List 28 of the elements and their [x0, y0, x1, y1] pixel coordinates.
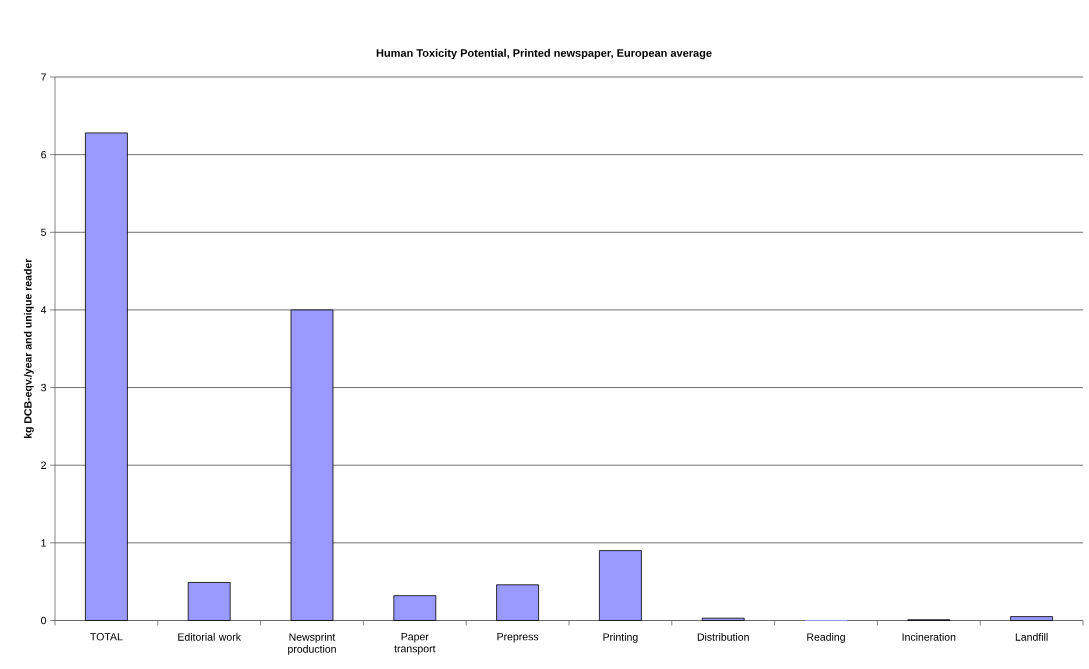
x-tick-label: Prepress: [497, 633, 539, 643]
bar: [187, 582, 231, 621]
bar: [393, 595, 437, 621]
y-tick-label: 1: [41, 539, 46, 547]
bar: [496, 584, 539, 621]
x-tick-label: TOTAL: [90, 633, 123, 641]
x-tick-label: Incineration: [902, 633, 956, 641]
bar: [1010, 616, 1053, 621]
bar: [701, 617, 745, 621]
x-tick-label: Reading: [807, 633, 845, 643]
x-tick-label: Landfill: [1015, 633, 1048, 641]
chart-title: Human Toxicity Potential, Printed newspaper, European average: [376, 48, 712, 60]
y-tick-label: 2: [41, 461, 46, 469]
x-tick-label: Distribution: [697, 633, 749, 641]
y-tick-label: 3: [41, 383, 47, 392]
x-tick-label: Editorial work: [178, 633, 241, 641]
y-tick-label: 6: [41, 150, 47, 159]
y-tick-label: 4: [40, 306, 47, 314]
bar: [599, 550, 642, 621]
y-tick-label: 7: [41, 73, 46, 81]
x-tick-label: Paper transport: [394, 633, 436, 655]
y-tick-label: 0: [41, 616, 47, 625]
bar: [290, 309, 334, 621]
y-axis-title: kg DCB-eqv./year and unique reader: [23, 258, 34, 439]
x-tick-label: Newsprint production: [288, 633, 336, 655]
x-tick-label: Printing: [603, 633, 638, 643]
bar: [85, 132, 128, 621]
y-tick-label: 5: [41, 228, 47, 236]
